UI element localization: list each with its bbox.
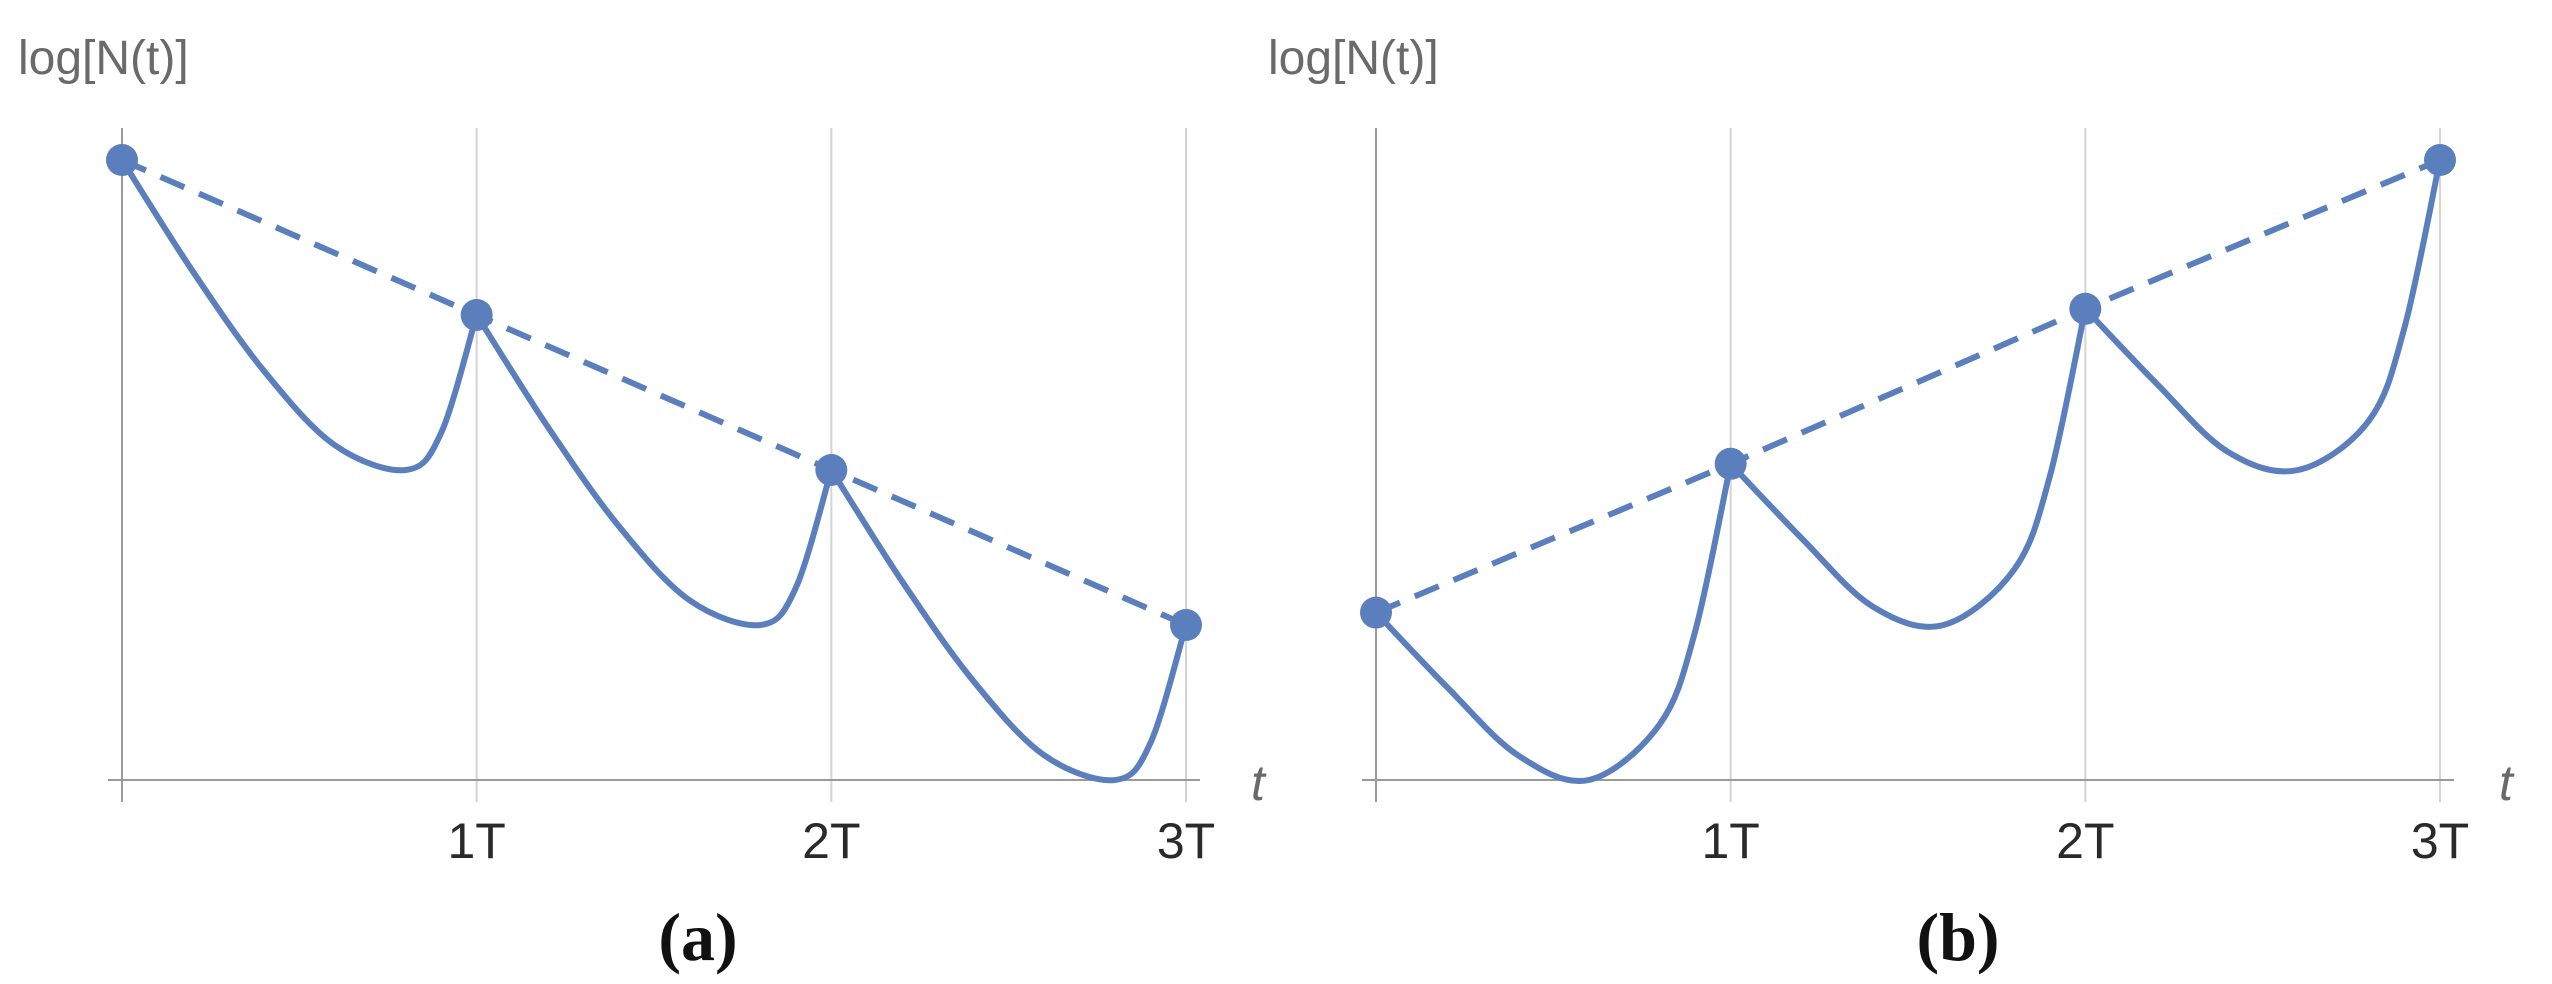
decay-curve-segment	[828, 467, 1189, 784]
x-tick-label: 3T	[1157, 813, 1215, 869]
x-axis-title: t	[1251, 755, 1267, 811]
decay-curve-segment	[119, 157, 480, 474]
decay-curve-segment	[473, 312, 835, 629]
x-tick-label: 2T	[802, 813, 860, 869]
panel-label: (b)	[1916, 899, 1999, 975]
x-axis-title: t	[2499, 755, 2515, 811]
x-tick-label: 2T	[2056, 813, 2114, 869]
y-axis-title: log[N(t)]	[18, 32, 189, 85]
decay-curve-segment	[2082, 157, 2443, 475]
chart-panel-b: log[N(t)] t 1T 2T 3T (b)	[1268, 32, 2515, 975]
data-point	[460, 299, 493, 331]
chart-panel-a: log[N(t)] t 1T 2T 3T (a)	[18, 32, 1267, 975]
panel-label: (a)	[658, 899, 737, 975]
decay-curve-segment	[1373, 460, 1734, 785]
data-point	[1170, 609, 1202, 641]
x-tick-label: 1T	[447, 813, 505, 869]
data-point	[2069, 292, 2102, 325]
data-point	[106, 144, 138, 176]
trend-line	[120, 157, 1188, 628]
decay-curve-segment	[1727, 305, 2089, 630]
data-point	[1714, 447, 1747, 480]
data-point	[815, 454, 848, 486]
data-point	[2424, 144, 2456, 176]
trend-line	[1374, 157, 2442, 616]
x-tick-label: 1T	[1701, 813, 1759, 869]
x-tick-label: 3T	[2411, 813, 2469, 869]
data-point	[1360, 596, 1392, 629]
y-axis-title: log[N(t)]	[1268, 32, 1439, 85]
